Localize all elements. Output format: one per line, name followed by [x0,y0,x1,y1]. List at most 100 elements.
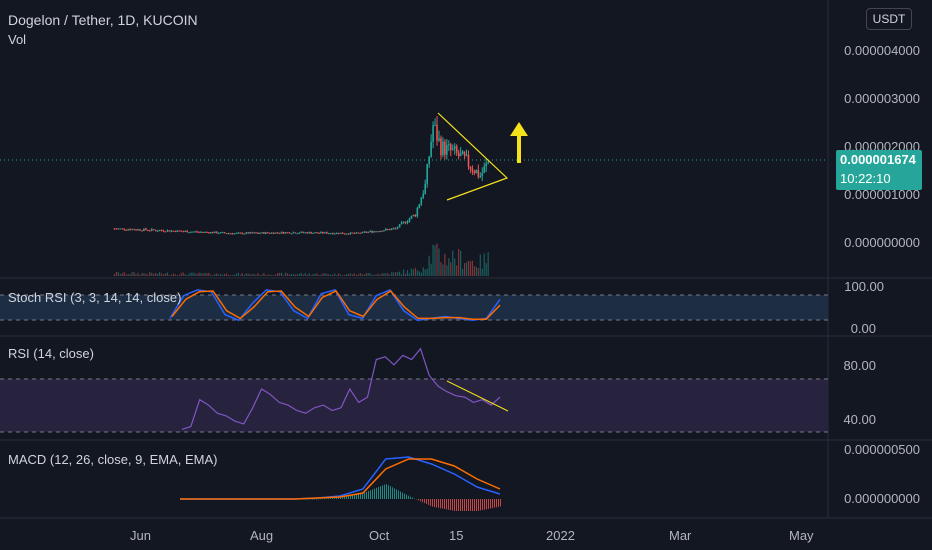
candle-body [290,233,293,235]
volume-bar [318,275,320,276]
volume-bar [182,272,184,276]
volume-bar [190,272,192,276]
volume-bar [481,268,483,276]
volume-bar [115,271,117,276]
volume-bar [312,274,314,276]
volume-bar [192,272,194,276]
volume-bar [141,273,143,276]
candle-body [121,228,124,230]
candle-body [267,232,269,234]
candle-body [473,171,476,174]
candle-body [432,125,434,142]
macd-hist-bar [498,499,499,507]
volume-bar [357,274,359,276]
macd-hist-bar [332,498,333,499]
candle-body [416,208,419,217]
macd-hist-bar [352,495,353,499]
volume-bar [137,272,139,276]
macd-hist-bar [390,486,391,499]
volume-bar [473,266,475,276]
macd-hist-bar [386,484,387,499]
macd-hist-bar [384,484,385,499]
candle-body [286,232,289,234]
candle-body [424,183,427,194]
up-arrow-annotation[interactable] [510,122,528,163]
volume-bar [461,268,464,276]
macd-hist-bar [468,499,469,511]
candle-body [192,231,194,233]
candle-body [296,233,299,235]
macd-hist-bar [444,499,445,509]
volume-bar [395,272,397,276]
candle-body [465,154,468,156]
candle-body [282,232,285,234]
candle-body [349,232,352,235]
volume-bar [418,271,420,276]
volume-bar [282,275,285,276]
macd-hist-bar [426,499,427,505]
volume-bar [487,252,489,276]
volume-bar [178,274,180,276]
macd-hist-bar [434,499,435,508]
volume-bar [444,253,446,276]
volume-bar [180,272,182,276]
volume-bar [340,274,342,276]
candle-body [487,162,489,164]
volume-bar [218,274,220,276]
volume-bar [288,274,291,276]
candle-body [288,232,291,234]
candle-body [255,232,257,234]
candle-body [162,230,165,232]
triangle-annotation[interactable] [437,112,509,201]
macd-hist-bar [376,487,377,499]
x-tick-label: May [789,528,814,543]
candle-body [196,231,198,233]
candle-body [304,232,307,234]
candle-body [322,231,324,234]
volume-bar [259,275,261,276]
rsi-label: RSI (14, close) [8,346,94,361]
y-tick-label: 0.000001000 [844,187,920,202]
volume-bar [214,274,216,276]
macd-hist-bar [338,497,339,499]
volume-bar [269,274,271,276]
candle-body [430,141,432,157]
volume-bar [359,272,361,276]
candle-body [343,233,346,235]
volume-bar [361,274,363,276]
volume-bar [125,274,127,276]
volume-bar [139,274,141,276]
volume-bar [261,274,263,276]
candle-body [377,231,379,233]
volume-bar [296,274,298,276]
candle-body [471,168,474,172]
candle-body [451,148,454,150]
candle-body [294,232,297,234]
candle-body [182,231,185,233]
volume-bar [434,245,436,276]
macd-label: MACD (12, 26, close, 9, EMA, EMA) [8,452,218,467]
candle-body [373,231,375,233]
macd-hist-bar [392,487,393,499]
volume-bar [143,273,145,276]
candle-body [357,232,360,234]
candle-body [261,232,263,234]
rsi-trendline[interactable] [446,380,509,412]
candle-body [351,232,354,234]
candle-body [461,151,464,154]
candle-body [414,214,417,217]
volume-bar [155,272,157,276]
currency-button[interactable]: USDT [866,8,912,30]
candle-body [198,231,200,233]
volume-bar [310,275,312,276]
macd-hist-bar [396,489,397,499]
volume-bar [304,272,306,276]
volume-bar [353,273,355,276]
volume-bar [223,273,226,276]
volume-bar [475,266,477,276]
volume-bar [373,274,375,276]
volume-bar [176,275,178,276]
volume-bar [221,274,224,276]
chart-title: Dogelon / Tether, 1D, KUCOIN [8,12,198,28]
